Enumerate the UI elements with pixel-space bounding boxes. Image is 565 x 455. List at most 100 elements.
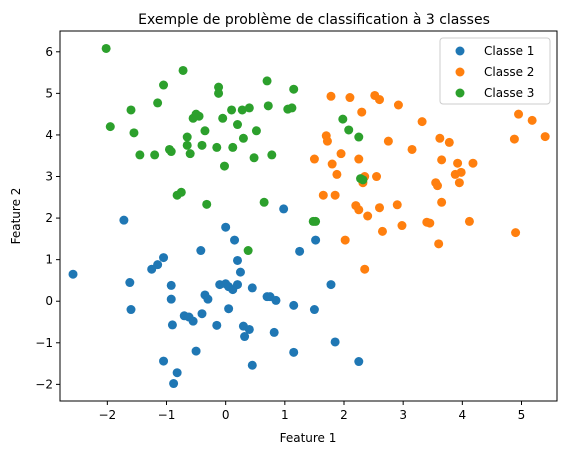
point-series-1-36 xyxy=(247,360,257,370)
point-series-1-32 xyxy=(235,267,245,277)
point-series-1-7 xyxy=(159,253,169,263)
point-series-3-7 xyxy=(153,98,163,108)
point-series-1-37 xyxy=(244,324,254,334)
point-series-3-27 xyxy=(219,161,229,171)
legend-marker-3 xyxy=(455,88,465,98)
point-series-1-9 xyxy=(166,280,176,290)
point-series-2-10 xyxy=(340,235,350,245)
point-series-3-24 xyxy=(214,82,224,92)
point-series-3-39 xyxy=(263,101,273,111)
point-series-2-45 xyxy=(468,158,478,168)
point-series-3-30 xyxy=(233,120,242,130)
point-series-1-45 xyxy=(295,246,305,256)
point-series-1-27 xyxy=(224,304,234,314)
point-series-2-5 xyxy=(326,91,336,101)
point-series-3-6 xyxy=(150,150,160,160)
points-layer xyxy=(68,43,550,389)
point-series-2-37 xyxy=(437,155,447,165)
point-series-2-19 xyxy=(363,211,373,221)
x-tick-label: 1 xyxy=(281,408,289,422)
point-series-3-16 xyxy=(185,149,195,159)
point-series-1-29 xyxy=(230,235,240,245)
point-series-3-29 xyxy=(228,142,238,152)
point-series-2-9 xyxy=(336,149,346,159)
y-tick-label: 3 xyxy=(45,170,53,184)
point-series-2-29 xyxy=(407,144,417,154)
y-tick-label: 2 xyxy=(45,211,53,225)
y-axis: −2 −1 0 1 2 3 4 5 6 xyxy=(35,45,60,391)
point-series-2-24 xyxy=(377,226,387,236)
point-series-2-46 xyxy=(509,134,519,144)
point-series-3-31 xyxy=(237,105,247,115)
point-series-1-6 xyxy=(153,260,163,270)
point-series-2-21 xyxy=(372,172,382,182)
point-series-2-41 xyxy=(453,158,463,168)
y-tick-label: −2 xyxy=(35,377,53,391)
point-series-1-43 xyxy=(289,300,299,310)
point-series-2-49 xyxy=(527,115,537,125)
point-series-2-26 xyxy=(392,200,402,210)
y-tick-label: −1 xyxy=(35,336,53,350)
point-series-2-2 xyxy=(318,190,328,200)
point-series-3-13 xyxy=(178,65,188,75)
point-series-3-14 xyxy=(182,132,192,142)
point-series-2-7 xyxy=(330,190,340,200)
x-tick-label: 3 xyxy=(399,408,407,422)
legend-label-1: Classe 1 xyxy=(484,44,534,58)
point-series-1-42 xyxy=(279,204,289,214)
point-series-2-32 xyxy=(425,218,435,228)
point-series-1-25 xyxy=(221,222,231,232)
point-series-3-38 xyxy=(262,76,272,86)
point-series-1-40 xyxy=(269,327,279,337)
point-series-1-4 xyxy=(126,305,136,315)
point-series-3-26 xyxy=(218,113,228,123)
point-series-1-3 xyxy=(125,278,135,288)
point-series-3-32 xyxy=(238,133,248,143)
point-series-1-2 xyxy=(119,215,129,225)
x-axis: −2 −1 0 1 2 3 4 5 xyxy=(98,401,525,422)
point-series-2-1 xyxy=(309,154,319,164)
x-tick-label: 0 xyxy=(222,408,230,422)
point-series-3-48 xyxy=(354,132,364,142)
point-series-3-43 xyxy=(289,84,299,94)
point-series-2-35 xyxy=(434,239,444,249)
x-tick-label: −2 xyxy=(98,408,116,422)
point-series-2-15 xyxy=(357,107,367,117)
legend: Classe 1 Classe 2 Classe 3 xyxy=(439,37,551,105)
point-series-1-11 xyxy=(167,320,177,330)
point-series-3-35 xyxy=(249,153,259,163)
point-series-1-1 xyxy=(68,269,78,279)
point-series-3-40 xyxy=(267,150,277,160)
point-series-1-30 xyxy=(233,280,242,290)
point-series-2-13 xyxy=(354,205,364,215)
point-series-2-6 xyxy=(327,159,337,169)
point-series-1-49 xyxy=(330,337,340,347)
y-tick-label: 0 xyxy=(45,294,53,308)
y-tick-label: 1 xyxy=(45,253,53,267)
point-series-3-45 xyxy=(311,216,321,226)
x-axis-label: Feature 1 xyxy=(280,431,337,445)
point-series-2-43 xyxy=(456,167,466,177)
y-tick-label: 4 xyxy=(45,128,53,142)
point-series-2-50 xyxy=(540,132,550,142)
point-series-1-41 xyxy=(271,295,281,305)
point-series-1-13 xyxy=(169,379,179,389)
point-series-2-36 xyxy=(435,133,445,143)
point-series-1-10 xyxy=(166,294,176,304)
point-series-3-46 xyxy=(338,114,348,124)
point-series-1-16 xyxy=(188,316,198,326)
point-series-2-34 xyxy=(432,181,442,191)
point-series-2-23 xyxy=(375,95,384,105)
point-series-1-47 xyxy=(311,235,321,245)
point-series-3-10 xyxy=(166,147,176,157)
point-series-2-25 xyxy=(383,136,393,146)
point-series-3-33 xyxy=(243,246,253,256)
point-series-2-28 xyxy=(397,221,407,231)
point-series-3-22 xyxy=(202,199,212,209)
x-tick-label: 5 xyxy=(518,408,526,422)
point-series-2-11 xyxy=(345,93,355,103)
x-tick-label: 2 xyxy=(340,408,348,422)
x-tick-label: −1 xyxy=(158,408,176,422)
legend-marker-1 xyxy=(455,46,465,56)
